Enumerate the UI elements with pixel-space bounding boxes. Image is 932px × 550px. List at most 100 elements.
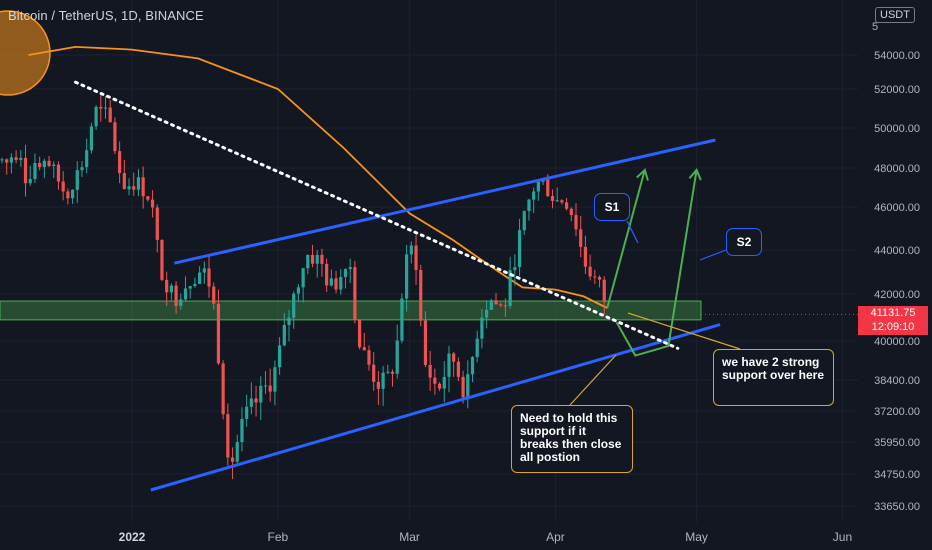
candle-body: [132, 186, 136, 190]
s2-label: S2: [726, 228, 762, 256]
y-tick-label: 37200.00: [874, 406, 920, 418]
candle-body: [127, 186, 131, 190]
currency-badge[interactable]: USDT: [875, 7, 915, 23]
candle-body: [235, 442, 239, 462]
candle-body: [306, 254, 310, 269]
channel-upper-line: [174, 138, 716, 265]
candle-body: [452, 353, 456, 362]
candle-body: [400, 298, 404, 341]
candle-body: [423, 320, 428, 366]
candle-body: [357, 319, 362, 348]
note-support-connector: [627, 312, 741, 350]
y-tick-label: 38400.00: [874, 375, 920, 387]
candle-body: [202, 268, 206, 273]
candle-body: [602, 279, 606, 302]
candle-body: [221, 363, 225, 415]
candle-body: [560, 200, 564, 203]
projection-arrow-s2-head: [688, 168, 702, 181]
x-tick-label: Jun: [833, 530, 852, 544]
symbol-title[interactable]: Bitcoin / TetherUS, 1D, BINANCE: [8, 8, 204, 23]
candle-body: [38, 162, 42, 168]
candle-body: [565, 202, 569, 209]
x-tick-label: Apr: [546, 530, 565, 544]
candle-body: [376, 381, 380, 389]
s1-connector: [626, 220, 639, 244]
candle-body: [301, 268, 305, 288]
candle-body: [0, 159, 4, 161]
candle-body: [282, 325, 286, 346]
candle-body: [334, 278, 338, 290]
candle-body: [245, 406, 249, 419]
candle-body: [216, 303, 221, 364]
candle-body: [118, 151, 122, 174]
candle-body: [165, 279, 169, 293]
candle-body: [593, 276, 597, 278]
y-tick-label: 35950.00: [874, 437, 920, 449]
candle-body: [99, 106, 103, 109]
moving-average-layer: [28, 45, 608, 309]
candle-body: [503, 305, 508, 307]
candle-body: [263, 385, 268, 387]
candle-body: [179, 299, 183, 306]
note-strong-support: we have 2 strong support over here: [713, 349, 834, 406]
candle-body: [155, 207, 159, 240]
candle-body: [447, 353, 451, 377]
candle-body: [113, 122, 117, 152]
candle-body: [372, 364, 376, 382]
candle-body: [550, 196, 555, 201]
note-hold-support: Need to hold this support if it breaks t…: [511, 405, 633, 473]
candle-body: [395, 340, 399, 374]
candle-body: [94, 106, 98, 127]
candle-body: [277, 345, 282, 368]
candle-body: [80, 167, 84, 171]
candle-body: [532, 191, 536, 200]
grid-layer: [0, 0, 858, 522]
candle-body: [588, 266, 592, 277]
candle-body: [47, 160, 51, 166]
candle-body: [475, 338, 479, 358]
y-tick-label: 33650.00: [874, 501, 920, 513]
candle-body: [75, 170, 79, 190]
candle-body: [362, 347, 366, 351]
candle-body: [42, 160, 46, 168]
candle-body: [583, 246, 588, 267]
support-zone-layer: [0, 300, 858, 321]
candle-body: [254, 398, 258, 403]
candle-body: [569, 208, 573, 215]
candle-body: [89, 126, 93, 151]
x-tick-label: May: [685, 530, 708, 544]
candle-body: [381, 372, 385, 389]
candle-body: [536, 181, 540, 192]
candle-body: [56, 164, 61, 182]
candle-body: [343, 269, 348, 278]
countdown-tag: 12:09:10: [858, 320, 928, 335]
candle-body: [249, 398, 253, 407]
y-tick-label: 40000.00: [874, 336, 920, 348]
channel-lower-line: [150, 323, 721, 492]
candle-body: [230, 457, 235, 462]
candle-body: [315, 254, 319, 264]
candle-body: [207, 268, 211, 287]
candle-body: [52, 164, 56, 166]
y-tick-label: 46000.00: [874, 202, 920, 214]
candle-body: [456, 361, 460, 377]
y-tick-label: 52000.00: [874, 84, 920, 96]
candle-body: [414, 245, 418, 271]
candle-body: [19, 157, 23, 161]
candle-body: [70, 189, 75, 199]
candle-body: [522, 211, 526, 231]
support-zone: [0, 300, 702, 321]
candle-body: [5, 159, 9, 163]
candle-body: [108, 107, 112, 123]
candle-body: [240, 418, 244, 443]
candle-body: [485, 309, 489, 318]
candle-body: [273, 367, 277, 392]
candle-body: [513, 267, 517, 271]
candle-body: [14, 157, 18, 161]
candle-body: [259, 385, 263, 403]
candle-body: [409, 245, 413, 255]
candle-body: [527, 199, 531, 212]
candle-body: [353, 267, 357, 320]
candle-body: [348, 267, 352, 270]
